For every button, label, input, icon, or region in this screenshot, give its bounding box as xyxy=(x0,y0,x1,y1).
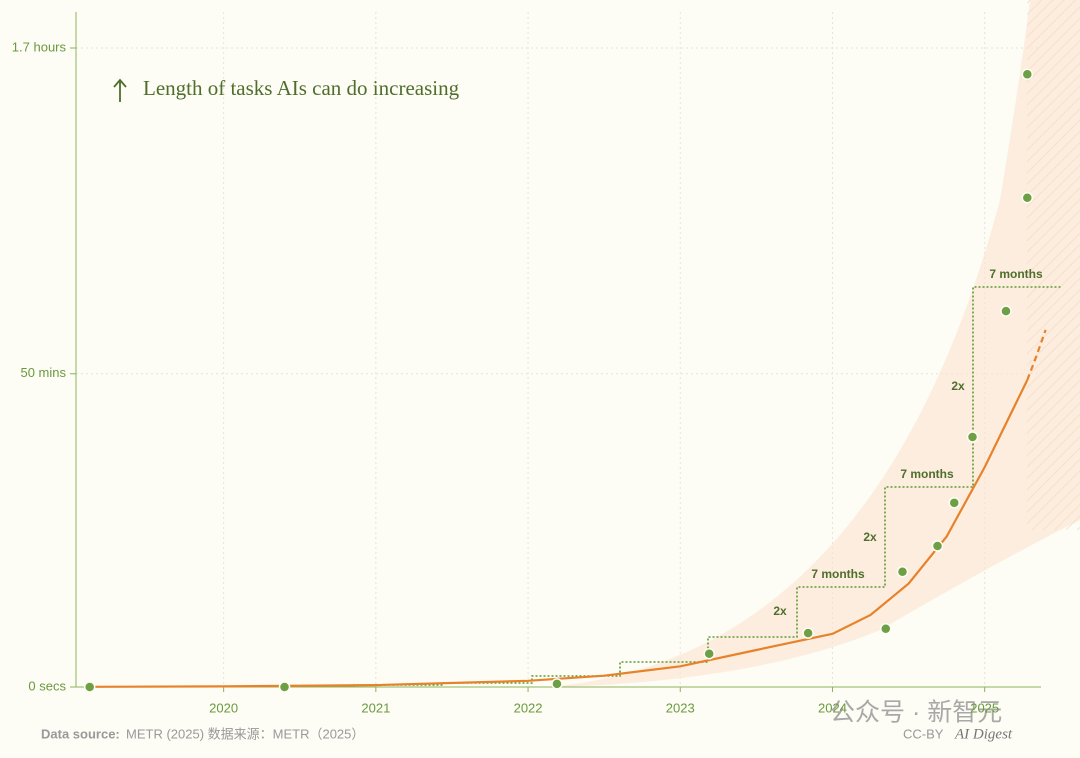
step-label: 2x xyxy=(951,379,965,393)
title-arrow xyxy=(113,78,127,102)
license: CC-BY xyxy=(903,726,944,741)
step-label: 7 months xyxy=(811,567,865,581)
doubling-staircase xyxy=(266,286,1062,688)
x-tick-label: 2020 xyxy=(209,700,238,715)
step-label: 7 months xyxy=(900,467,954,481)
y-tick-label: 50 mins xyxy=(20,365,66,380)
data-point xyxy=(1021,68,1034,81)
data-point xyxy=(896,565,909,578)
source-label: Data source: xyxy=(41,726,120,741)
source: METR (2025) 数据来源：METR（2025） xyxy=(126,726,364,741)
grid xyxy=(76,12,1041,687)
x-tick-label: 2024 xyxy=(818,700,847,715)
step-label: 7 months xyxy=(989,267,1043,281)
data-point xyxy=(931,540,944,552)
data-point xyxy=(879,622,892,635)
data-point xyxy=(83,681,96,693)
uncertainty-band xyxy=(560,0,1080,687)
data-point xyxy=(703,648,715,660)
y-tick-label: 0 secs xyxy=(28,678,66,693)
x-tick-label: 2022 xyxy=(514,700,543,715)
step-label: 2x xyxy=(863,530,877,544)
brand: AI Digest xyxy=(954,726,1013,742)
y-tick-label: 1.7 hours xyxy=(12,39,67,54)
data-point xyxy=(278,681,291,693)
data-point xyxy=(966,431,979,443)
data-point xyxy=(1021,191,1034,204)
x-tick-label: 2023 xyxy=(666,700,695,715)
data-point xyxy=(1000,305,1012,317)
data-point xyxy=(551,678,563,690)
x-tick-label: 2025 xyxy=(970,700,999,715)
data-point xyxy=(802,627,814,639)
step-label: 2x xyxy=(773,604,787,618)
data-point xyxy=(948,497,960,509)
x-tick-label: 2021 xyxy=(361,700,390,715)
chart-title: Length of tasks AIs can do increasing xyxy=(143,76,460,100)
watermark: 公众号 · 新智元 xyxy=(830,699,1002,727)
trend-projection xyxy=(1026,329,1047,381)
trend-line xyxy=(86,379,1029,688)
projection-hatch xyxy=(1027,0,1080,530)
